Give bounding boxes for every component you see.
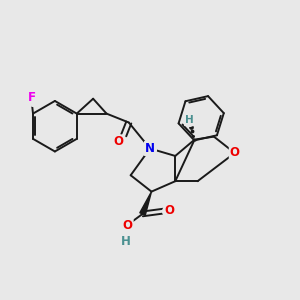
Text: O: O	[164, 204, 174, 218]
Text: N: N	[145, 142, 155, 155]
Text: F: F	[28, 91, 35, 104]
Polygon shape	[140, 192, 152, 215]
Text: H: H	[120, 235, 130, 248]
Text: O: O	[113, 135, 123, 148]
Text: O: O	[123, 219, 133, 232]
Text: H: H	[185, 115, 194, 125]
Text: O: O	[230, 146, 240, 160]
Text: N: N	[145, 142, 155, 155]
